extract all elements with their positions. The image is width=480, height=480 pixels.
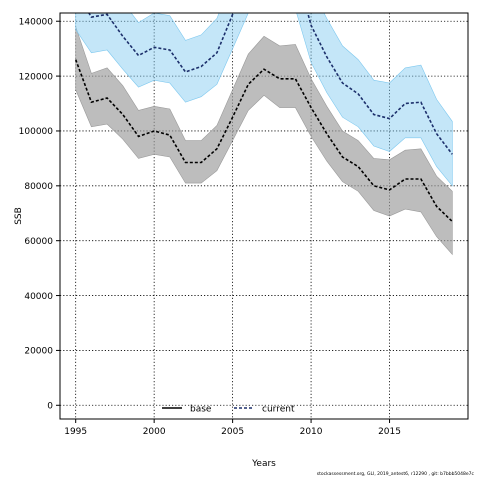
legend-label-base: base (190, 405, 212, 415)
y-axis: 0 20000 40000 60000 80000 100000 120000 140000 (19, 17, 60, 411)
x-tick-label: 2005 (221, 427, 244, 437)
x-tick-label: 1995 (64, 427, 87, 437)
confidence-band-base (75, 26, 453, 256)
legend: base current (162, 405, 295, 415)
y-tick-label: 100000 (19, 127, 54, 137)
y-tick-label: 0 (47, 401, 53, 411)
series-line-base (74, 59, 453, 223)
plot-frame (59, 12, 469, 420)
x-axis: 1995 2000 2005 2010 2015 (64, 419, 401, 437)
y-tick-label: 40000 (24, 292, 53, 302)
series-line-current (87, 13, 453, 155)
confidence-band-current (75, 13, 453, 187)
y-axis-label: SSB (14, 207, 24, 225)
y-tick-label: 120000 (19, 72, 54, 82)
x-tick-label: 2010 (300, 427, 323, 437)
y-tick-label: 140000 (19, 17, 54, 27)
confidence-bands (75, 13, 453, 256)
y-tick-label: 60000 (24, 237, 53, 247)
y-tick-label: 20000 (24, 347, 53, 357)
footer-credit: stockassessment.org, GLI, 2019_antest6, … (316, 472, 474, 477)
series-lines (74, 13, 453, 223)
y-tick-label: 80000 (24, 182, 53, 192)
x-axis-label: Years (251, 459, 276, 469)
x-tick-label: 2015 (378, 427, 401, 437)
legend-label-current: current (262, 405, 295, 415)
x-tick-label: 2000 (143, 427, 166, 437)
